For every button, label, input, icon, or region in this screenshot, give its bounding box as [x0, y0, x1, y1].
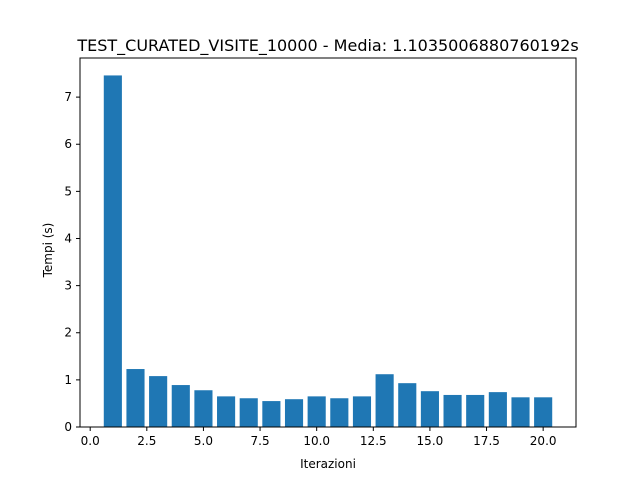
x-tick-label: 15.0 — [417, 434, 444, 448]
y-tick-label: 3 — [64, 279, 72, 293]
bar-iteration-15 — [420, 391, 439, 427]
x-tick-label: 0.0 — [81, 434, 100, 448]
bar-iteration-11 — [330, 398, 349, 427]
x-axis-label: Iterazioni — [300, 457, 356, 471]
bar-iteration-7 — [239, 398, 258, 427]
bar-iteration-13 — [375, 374, 394, 427]
bar-iteration-20 — [534, 397, 553, 427]
y-tick-label: 0 — [64, 420, 72, 434]
x-tick-label: 5.0 — [194, 434, 213, 448]
x-tick-label: 17.5 — [473, 434, 500, 448]
bar-iteration-8 — [262, 401, 281, 427]
x-tick-label: 7.5 — [251, 434, 270, 448]
bar-iteration-10 — [307, 396, 326, 427]
bar-iteration-9 — [284, 399, 304, 427]
plot-frame — [79, 57, 577, 428]
bar-iteration-19 — [511, 397, 530, 427]
bar-iteration-3 — [149, 376, 168, 427]
y-tick-label: 7 — [64, 90, 72, 104]
chart-title: TEST_CURATED_VISITE_10000 - Media: 1.103… — [76, 36, 578, 56]
bar-iteration-5 — [194, 390, 213, 427]
bar-iteration-6 — [217, 396, 236, 427]
y-tick-label: 4 — [64, 231, 72, 245]
x-tick-label: 12.5 — [360, 434, 387, 448]
bar-iteration-16 — [443, 394, 462, 427]
x-tick-label: 10.0 — [303, 434, 330, 448]
y-tick-label: 6 — [64, 137, 72, 151]
x-axis-ticks: 0.0 2.5 5.0 7.5 10.0 12.5 15.0 17.5 20.0 — [81, 427, 557, 448]
bar-iteration-4 — [171, 385, 190, 427]
y-tick-label: 5 — [64, 184, 72, 198]
y-tick-label: 1 — [64, 373, 72, 387]
bars-group — [103, 75, 553, 428]
bar-iteration-18 — [488, 392, 507, 427]
y-axis-ticks: 0 1 2 3 4 5 6 7 — [64, 90, 80, 434]
bar-iteration-12 — [352, 396, 372, 427]
y-tick-label: 2 — [64, 326, 72, 340]
y-axis-label: Tempi (s) — [41, 223, 55, 279]
bar-iteration-1 — [103, 75, 122, 428]
x-tick-label: 2.5 — [137, 434, 156, 448]
x-tick-label: 20.0 — [530, 434, 557, 448]
bar-iteration-17 — [466, 394, 485, 427]
bar-iteration-2 — [126, 369, 145, 427]
bar-iteration-14 — [398, 383, 417, 427]
